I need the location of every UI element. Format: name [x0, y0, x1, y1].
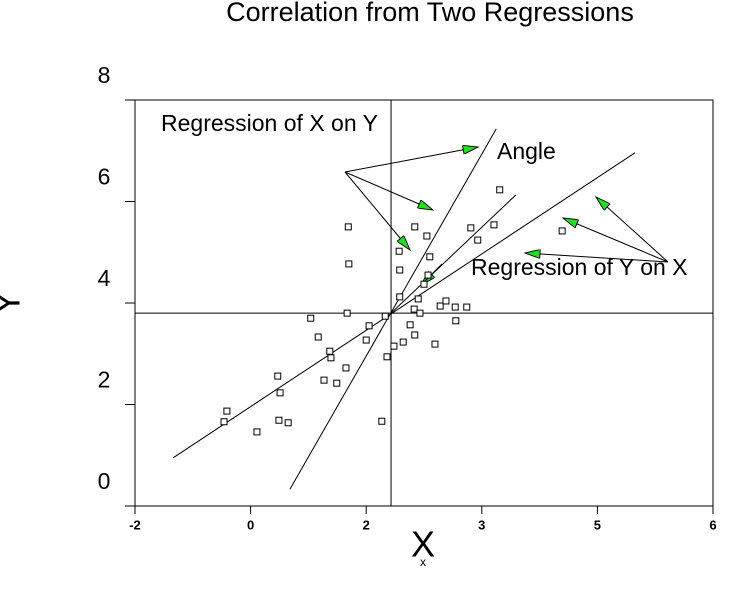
point	[467, 224, 475, 232]
point	[362, 336, 370, 344]
point	[558, 227, 566, 235]
arrow	[344, 171, 410, 250]
point	[383, 353, 391, 361]
regression-line	[390, 194, 517, 314]
annotation: Regression of Y on X	[471, 254, 688, 280]
point	[416, 309, 424, 317]
point	[390, 342, 398, 350]
annotation: Regression of X on Y	[161, 110, 378, 136]
point	[396, 293, 404, 301]
point	[378, 417, 386, 425]
point	[436, 302, 444, 310]
regression-line	[289, 128, 497, 490]
point	[496, 186, 504, 194]
y-axis-label: Y	[0, 291, 28, 315]
y-tick-label: 0	[98, 468, 111, 494]
x-tick-label: 6	[709, 517, 716, 532]
point	[426, 253, 434, 261]
point	[314, 333, 322, 341]
point	[406, 321, 414, 329]
point	[396, 266, 404, 274]
regression-line	[172, 152, 636, 459]
y-tick-label: 4	[98, 265, 111, 291]
arrow	[344, 147, 478, 173]
point	[333, 379, 341, 387]
y-tick-label: 6	[98, 164, 111, 190]
x-tick-label: 5	[594, 517, 601, 532]
x-axis-label: X	[411, 524, 435, 565]
point	[223, 407, 231, 415]
point	[327, 354, 335, 362]
point	[220, 418, 228, 426]
point	[442, 297, 450, 305]
point	[344, 223, 352, 231]
point	[276, 389, 284, 397]
point	[381, 312, 389, 320]
x-tick-label: 3	[478, 517, 485, 532]
point	[395, 247, 403, 255]
y-tick-label: 8	[98, 62, 111, 88]
point	[463, 303, 471, 311]
point	[365, 322, 373, 330]
arrow	[344, 171, 433, 210]
point	[431, 340, 439, 348]
point	[414, 295, 422, 303]
arrows	[344, 147, 669, 285]
point	[307, 314, 315, 322]
arrow	[563, 218, 669, 263]
point	[342, 364, 350, 372]
plot-frame	[134, 99, 714, 507]
point	[420, 280, 428, 288]
point	[345, 260, 353, 268]
arrow	[596, 197, 669, 263]
point	[423, 232, 431, 240]
point	[284, 419, 292, 427]
point	[474, 236, 482, 244]
x-tick-label: 0	[247, 517, 254, 532]
point	[410, 305, 418, 313]
point	[452, 317, 460, 325]
point	[320, 376, 328, 384]
point	[411, 223, 419, 231]
y-tick-label: 2	[98, 367, 111, 393]
point	[411, 331, 419, 339]
point	[326, 347, 334, 355]
point	[275, 416, 283, 424]
point	[343, 309, 351, 317]
point	[274, 372, 282, 380]
x-axis-sublabel: x	[420, 555, 426, 569]
x-tick-label: 2	[363, 517, 370, 532]
point	[399, 338, 407, 346]
point	[451, 303, 459, 311]
point	[424, 271, 432, 279]
point	[490, 221, 498, 229]
point	[253, 428, 261, 436]
annotation: Angle	[497, 138, 556, 164]
x-tick-label: -2	[129, 517, 141, 532]
arrow	[525, 253, 669, 263]
chart-title: Correlation from Two Regressions	[226, 0, 634, 27]
